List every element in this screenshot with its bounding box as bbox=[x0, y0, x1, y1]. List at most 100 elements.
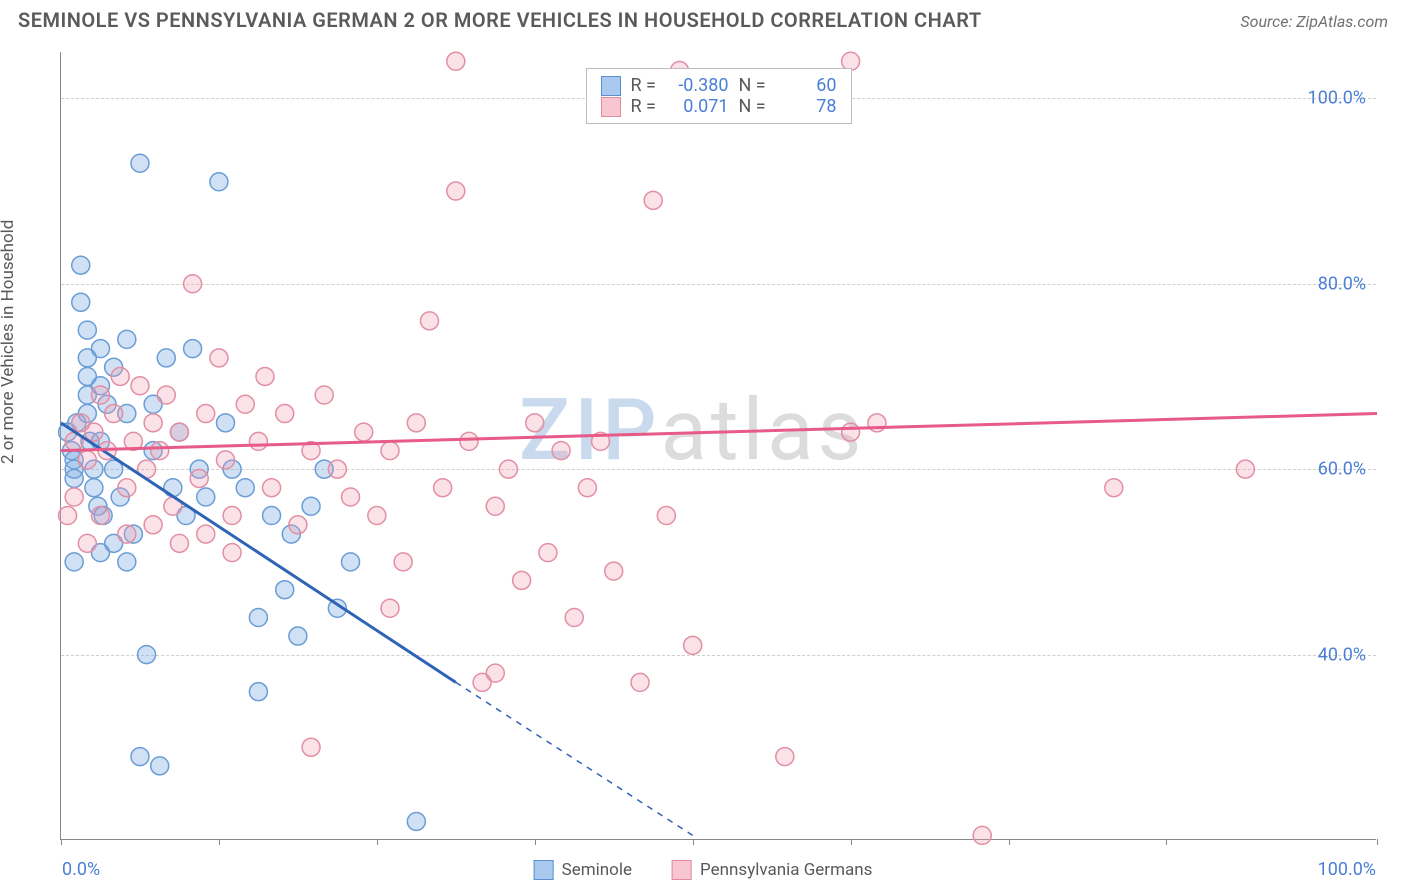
data-point bbox=[381, 442, 399, 460]
data-point bbox=[197, 525, 215, 543]
stats-legend: R = -0.380 N = 60 R = 0.071 N = 78 bbox=[586, 68, 852, 124]
y-axis-label: 2 or more Vehicles in Household bbox=[0, 220, 18, 464]
data-point bbox=[513, 571, 531, 589]
data-point bbox=[118, 525, 136, 543]
penn-german-swatch-icon bbox=[601, 97, 621, 117]
data-point bbox=[118, 330, 136, 348]
data-point bbox=[842, 423, 860, 441]
data-point bbox=[605, 562, 623, 580]
data-point bbox=[499, 460, 517, 478]
data-point bbox=[78, 534, 96, 552]
data-point bbox=[105, 405, 123, 423]
data-point bbox=[631, 673, 649, 691]
data-point bbox=[91, 340, 109, 358]
data-point bbox=[157, 386, 175, 404]
data-point bbox=[355, 423, 373, 441]
data-point bbox=[684, 636, 702, 654]
data-point bbox=[657, 507, 675, 525]
stats-row-penn-german: R = 0.071 N = 78 bbox=[601, 96, 837, 117]
series-legend: Seminole Pennsylvania Germans bbox=[534, 860, 873, 880]
data-point bbox=[91, 507, 109, 525]
data-point bbox=[328, 460, 346, 478]
data-point bbox=[184, 275, 202, 293]
data-point bbox=[249, 432, 267, 450]
data-point bbox=[151, 757, 169, 775]
data-point bbox=[72, 256, 90, 274]
data-point bbox=[263, 507, 281, 525]
data-point bbox=[91, 386, 109, 404]
data-point bbox=[486, 664, 504, 682]
chart-title: SEMINOLE VS PENNSYLVANIA GERMAN 2 OR MOR… bbox=[18, 8, 982, 32]
data-point bbox=[578, 479, 596, 497]
data-point bbox=[565, 609, 583, 627]
data-point bbox=[197, 488, 215, 506]
trend-line-extension bbox=[456, 682, 693, 835]
x-tick bbox=[1009, 839, 1010, 845]
data-point bbox=[460, 432, 478, 450]
x-tick bbox=[377, 839, 378, 845]
data-point bbox=[289, 627, 307, 645]
x-axis-min-label: 0.0% bbox=[62, 859, 100, 880]
data-point bbox=[289, 516, 307, 534]
data-point bbox=[342, 553, 360, 571]
seminole-swatch-icon bbox=[601, 76, 621, 96]
data-point bbox=[223, 507, 241, 525]
trend-line bbox=[61, 423, 456, 683]
legend-label: Pennsylvania Germans bbox=[700, 860, 872, 880]
legend-item-penn-german: Pennsylvania Germans bbox=[672, 860, 872, 880]
x-tick bbox=[1377, 839, 1378, 845]
legend-label: Seminole bbox=[562, 860, 632, 880]
data-point bbox=[256, 367, 274, 385]
data-point bbox=[315, 386, 333, 404]
data-point bbox=[776, 748, 794, 766]
data-point bbox=[131, 154, 149, 172]
data-point bbox=[131, 377, 149, 395]
data-point bbox=[144, 414, 162, 432]
data-point bbox=[526, 414, 544, 432]
data-point bbox=[1105, 479, 1123, 497]
data-point bbox=[85, 479, 103, 497]
x-axis-max-label: 100.0% bbox=[1318, 859, 1376, 880]
data-point bbox=[170, 423, 188, 441]
data-point bbox=[65, 469, 83, 487]
data-point bbox=[236, 395, 254, 413]
data-point bbox=[170, 534, 188, 552]
data-point bbox=[65, 488, 83, 506]
data-point bbox=[249, 683, 267, 701]
data-point bbox=[236, 479, 254, 497]
data-point bbox=[65, 553, 83, 571]
chart-source: Source: ZipAtlas.com bbox=[1240, 12, 1388, 31]
data-point bbox=[302, 738, 320, 756]
x-tick bbox=[693, 839, 694, 845]
plot-svg bbox=[61, 52, 1376, 839]
data-point bbox=[118, 479, 136, 497]
data-point bbox=[249, 609, 267, 627]
data-point bbox=[197, 405, 215, 423]
data-point bbox=[151, 442, 169, 460]
data-point bbox=[447, 52, 465, 70]
data-point bbox=[302, 497, 320, 515]
x-tick bbox=[61, 839, 62, 845]
data-point bbox=[394, 553, 412, 571]
data-point bbox=[138, 646, 156, 664]
data-point bbox=[144, 516, 162, 534]
data-point bbox=[407, 812, 425, 830]
data-point bbox=[486, 497, 504, 515]
data-point bbox=[552, 442, 570, 460]
penn-german-swatch-icon bbox=[672, 860, 692, 880]
data-point bbox=[210, 349, 228, 367]
data-point bbox=[72, 293, 90, 311]
x-tick bbox=[1166, 839, 1167, 845]
data-point bbox=[407, 414, 425, 432]
data-point bbox=[190, 469, 208, 487]
data-point bbox=[111, 367, 129, 385]
data-point bbox=[184, 340, 202, 358]
data-point bbox=[381, 599, 399, 617]
data-point bbox=[157, 349, 175, 367]
data-point bbox=[223, 544, 241, 562]
legend-item-seminole: Seminole bbox=[534, 860, 632, 880]
data-point bbox=[368, 507, 386, 525]
data-point bbox=[210, 173, 228, 191]
data-point bbox=[263, 479, 281, 497]
stats-row-seminole: R = -0.380 N = 60 bbox=[601, 75, 837, 96]
